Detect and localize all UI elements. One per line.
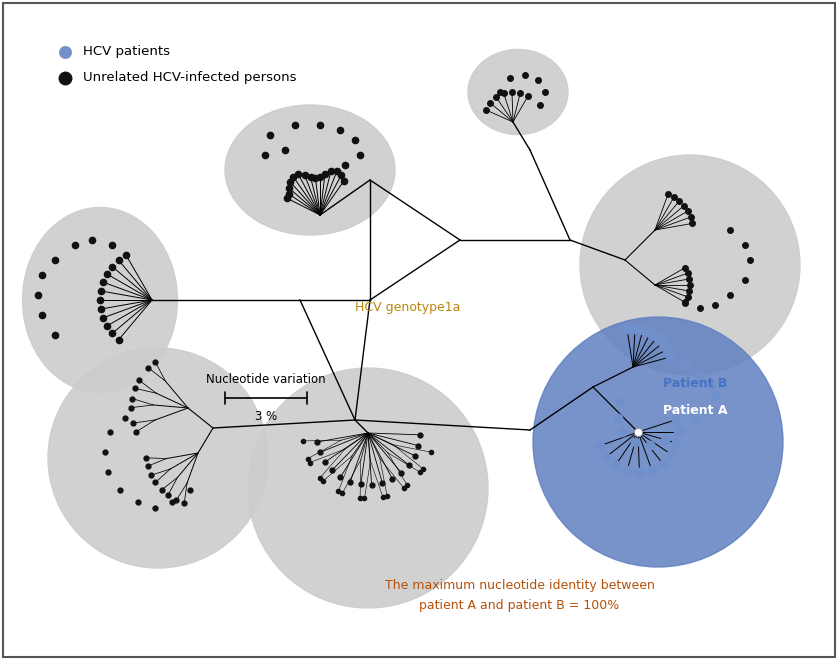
Text: Patient A: Patient A [663,404,727,417]
Text: patient A and patient B = 100%: patient A and patient B = 100% [420,599,619,612]
Circle shape [580,155,800,375]
Text: Unrelated HCV-infected persons: Unrelated HCV-infected persons [83,71,297,84]
Text: Patient B: Patient B [663,377,727,390]
Ellipse shape [225,105,395,235]
Ellipse shape [23,207,178,393]
Text: Nucleotide variation: Nucleotide variation [206,373,326,386]
Ellipse shape [468,50,568,135]
Circle shape [48,348,268,568]
Text: 3 %: 3 % [255,410,277,423]
Text: The maximum nucleotide identity between: The maximum nucleotide identity between [385,579,654,592]
Circle shape [248,368,488,608]
Circle shape [533,317,783,567]
Text: HCV patients: HCV patients [83,46,170,59]
Text: HCV genotype1a: HCV genotype1a [355,302,460,315]
